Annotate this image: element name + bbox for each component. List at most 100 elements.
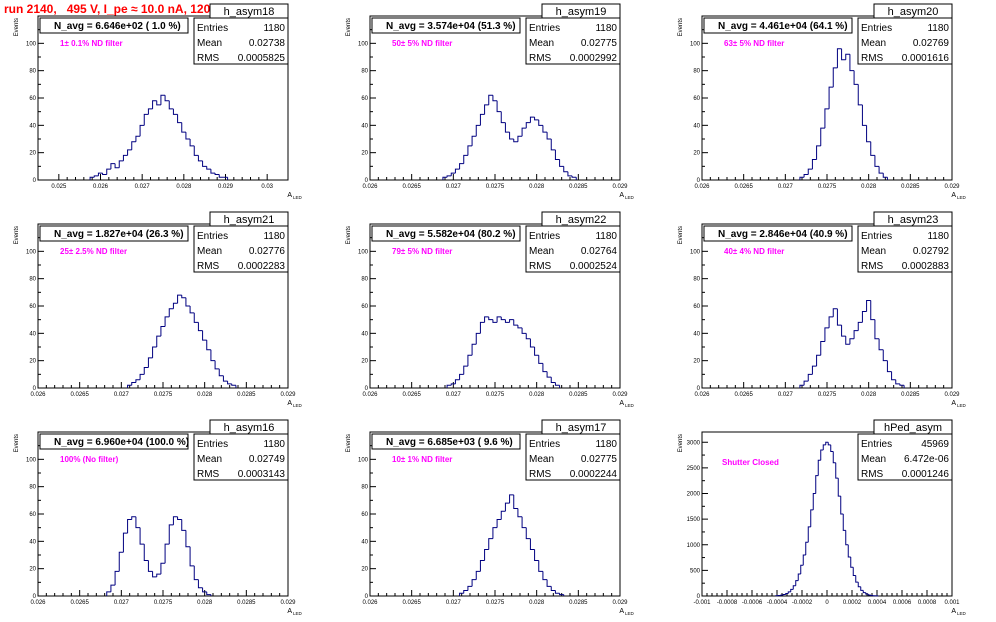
stats-label: Mean — [529, 246, 554, 257]
histogram-bin — [509, 132, 514, 140]
stats-box — [857, 433, 953, 481]
histogram-bin — [517, 325, 523, 329]
y-tick-label: 0 — [697, 386, 701, 392]
stats-value: 0.0003143 — [238, 469, 286, 480]
histogram-bin — [845, 336, 850, 345]
histogram-bin — [197, 322, 203, 332]
histogram-bin — [106, 168, 111, 175]
histogram-bin — [152, 346, 157, 358]
x-tick-label: 0.027 — [446, 600, 462, 606]
histogram-bin — [842, 514, 846, 531]
histogram-bin — [454, 379, 460, 384]
histogram-bin — [538, 355, 543, 364]
histogram-bin — [122, 154, 128, 161]
histogram-bin — [160, 94, 166, 105]
histogram-bin — [459, 163, 464, 170]
histogram-bin — [206, 591, 211, 596]
histogram-bin — [135, 135, 141, 142]
y-tick-label: 0 — [697, 178, 701, 184]
x-axis-label-subscript: LED — [293, 195, 303, 200]
stats-label: RMS — [529, 53, 552, 64]
stats-value: 0.0002524 — [570, 261, 618, 272]
stats-box — [193, 433, 289, 481]
histogram-bin — [861, 104, 867, 126]
histogram-bin — [484, 104, 489, 115]
y-tick-label: 80 — [361, 485, 368, 491]
histogram-bin — [812, 493, 816, 510]
y-tick-label: 0 — [33, 594, 37, 600]
histogram-bin — [886, 360, 892, 373]
x-tick-label: 0.026 — [694, 184, 710, 190]
histogram-bin — [882, 349, 888, 362]
x-tick-label: 0.029 — [944, 184, 960, 190]
filter-annotation: 100% (No filter) — [60, 455, 119, 464]
stats-value: 1180 — [927, 231, 949, 242]
histogram-bin — [816, 145, 821, 160]
y-axis-label: Events — [14, 226, 20, 244]
histogram-bin — [164, 543, 170, 564]
filter-annotation: 40± 4% ND filter — [724, 247, 784, 256]
histogram-bin — [816, 354, 821, 367]
x-tick-label: 0.028 — [176, 184, 192, 190]
histogram-bin — [118, 551, 124, 572]
navg-box — [371, 433, 521, 450]
x-tick-label: 0.03 — [261, 184, 273, 190]
histogram-bin — [110, 584, 116, 592]
x-axis-label-subscript: LED — [625, 611, 635, 616]
x-tick-label: 0.029 — [280, 392, 296, 398]
histogram-panel-h_asym17: 0 20 40 60 80 100 0.026 0.0265 0.027 0.0275 0.028 0… — [346, 419, 635, 616]
x-tick-label: 0.0265 — [402, 600, 421, 606]
navg-label: N_avg = 1.827e+04 (26.3 %) — [54, 229, 184, 240]
histogram-bin — [822, 444, 826, 450]
x-tick-label: 0.028 — [197, 392, 213, 398]
stats-label: RMS — [197, 261, 220, 272]
histogram-bin — [181, 122, 186, 133]
x-tick-label: 0.0275 — [486, 392, 505, 398]
x-tick-label: 0.026 — [93, 184, 109, 190]
histogram-bin — [156, 335, 161, 347]
histogram-bin — [802, 554, 806, 566]
stats-label: RMS — [861, 53, 884, 64]
histogram-bin — [227, 381, 232, 385]
histogram-bin — [785, 592, 789, 595]
x-tick-label: 0.0002 — [843, 600, 862, 606]
histogram-bin — [836, 308, 842, 326]
histogram-bin — [828, 316, 834, 328]
histogram-bin — [484, 549, 489, 561]
histogram-bin — [189, 306, 195, 314]
x-tick-label: 0.028 — [197, 600, 213, 606]
histogram-bin — [866, 125, 871, 143]
histogram-bin — [797, 573, 801, 581]
y-tick-label: 100 — [358, 457, 369, 463]
histogram-bin — [168, 308, 174, 317]
x-tick-label: 0.0285 — [569, 184, 588, 190]
histogram-bin — [156, 100, 161, 106]
stats-label: RMS — [861, 261, 884, 272]
histogram-panel-h_asym19: 0 20 40 60 80 100 0.026 0.0265 0.027 0.0275 0.028 0… — [346, 3, 635, 200]
histogram-bin — [867, 594, 871, 596]
y-tick-label: 80 — [361, 69, 368, 75]
y-tick-label: 80 — [29, 485, 36, 491]
y-tick-label: 0 — [33, 178, 37, 184]
histogram-bin — [554, 590, 560, 594]
x-tick-label: 0.0285 — [237, 600, 256, 606]
histogram-panel-h_asym18: 0 20 40 60 80 100 0.025 0.026 0.027 0.028 0.029 0.0… — [14, 3, 303, 200]
stats-value: 45969 — [921, 439, 949, 450]
histogram-title: h_asym22 — [556, 214, 607, 226]
histogram-bin — [202, 160, 207, 167]
histogram-bin — [857, 321, 863, 331]
histogram-bin — [824, 108, 830, 129]
x-tick-label: 0.0265 — [402, 184, 421, 190]
stats-label: Entries — [197, 231, 228, 242]
histogram-panel-h_asym16: 0 20 40 60 80 100 0.026 0.0265 0.027 0.0275 0.028 0… — [14, 419, 303, 616]
y-tick-label: 60 — [361, 304, 368, 310]
y-axis-label: Events — [678, 18, 684, 36]
histogram-bin — [114, 570, 120, 586]
histogram-bin — [792, 585, 796, 590]
stats-label: Mean — [529, 38, 554, 49]
histogram-bin — [496, 518, 502, 528]
histogram-bin — [895, 379, 900, 385]
x-axis-label-subscript: LED — [293, 611, 303, 616]
x-tick-label: -0.0008 — [717, 600, 738, 606]
